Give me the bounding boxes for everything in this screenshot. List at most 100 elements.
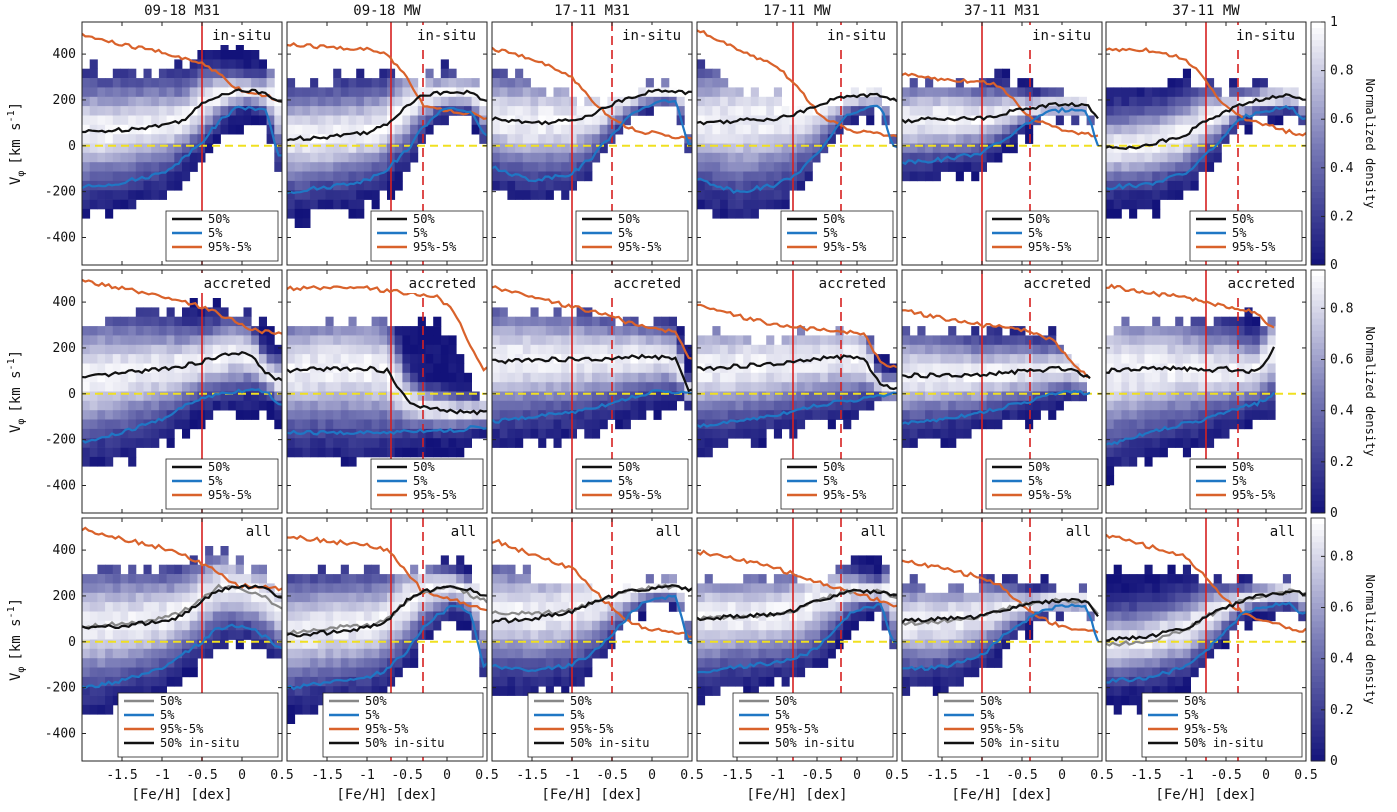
density-cell bbox=[925, 676, 934, 687]
density-cell bbox=[873, 87, 882, 98]
density-cell bbox=[1032, 363, 1041, 374]
density-cell bbox=[781, 630, 790, 640]
density-cell bbox=[948, 87, 957, 98]
density-cell bbox=[1113, 190, 1122, 200]
density-cell bbox=[151, 410, 160, 420]
density-cell bbox=[143, 428, 152, 439]
density-cell bbox=[112, 667, 121, 678]
density-cell bbox=[143, 602, 152, 612]
density-cell bbox=[599, 124, 608, 135]
density-cell bbox=[1009, 583, 1018, 594]
density-cell bbox=[530, 124, 539, 135]
density-cell bbox=[120, 106, 129, 116]
density-cell bbox=[379, 648, 388, 659]
density-cell bbox=[410, 410, 419, 420]
density-cell bbox=[287, 714, 296, 724]
density-cell bbox=[1040, 87, 1049, 98]
density-cell bbox=[499, 583, 508, 594]
density-cell bbox=[317, 115, 326, 126]
density-cell bbox=[333, 620, 342, 631]
density-cell bbox=[781, 676, 790, 687]
density-cell bbox=[1071, 363, 1080, 374]
density-cell bbox=[743, 180, 752, 191]
density-cell bbox=[379, 180, 388, 191]
legend: 50%5%95%-5% bbox=[165, 458, 279, 510]
density-cell bbox=[228, 363, 237, 374]
density-cell bbox=[325, 344, 334, 355]
density-cell bbox=[1121, 456, 1130, 467]
density-cell bbox=[89, 630, 98, 640]
density-cell bbox=[182, 630, 191, 640]
density-cell bbox=[827, 372, 836, 383]
density-cell bbox=[994, 400, 1003, 411]
density-cell bbox=[940, 686, 949, 696]
density-cell bbox=[333, 648, 342, 659]
density-cell bbox=[379, 611, 388, 622]
density-cell bbox=[258, 564, 267, 575]
density-cell bbox=[325, 326, 334, 336]
density-cell bbox=[727, 630, 736, 640]
density-cell bbox=[174, 592, 183, 603]
density-cell bbox=[1025, 391, 1034, 402]
density-cell bbox=[735, 592, 744, 603]
density-cell bbox=[1136, 152, 1145, 163]
density-cell bbox=[456, 592, 465, 603]
density-cell bbox=[128, 400, 137, 411]
density-cell bbox=[917, 611, 926, 622]
density-cell bbox=[720, 124, 729, 135]
density-cell bbox=[182, 143, 191, 154]
density-cell bbox=[553, 87, 562, 98]
legend: 50%5%95%-5% bbox=[780, 458, 894, 510]
density-cell bbox=[758, 592, 767, 603]
density-cell bbox=[356, 335, 365, 346]
density-cell bbox=[902, 686, 911, 696]
density-cell bbox=[135, 354, 144, 364]
density-cell bbox=[1182, 162, 1191, 172]
density-cell bbox=[971, 602, 980, 612]
density-cell bbox=[371, 326, 380, 336]
density-cell bbox=[189, 583, 198, 594]
density-cell bbox=[568, 326, 577, 336]
density-cell bbox=[553, 363, 562, 374]
panel-frame bbox=[696, 269, 898, 514]
density-cell bbox=[128, 658, 137, 668]
density-cell bbox=[302, 620, 311, 631]
density-cell bbox=[925, 667, 934, 678]
density-cell bbox=[1144, 143, 1153, 154]
legend-label: 50% in-situ bbox=[570, 736, 649, 750]
density-cell bbox=[889, 134, 897, 144]
density-cell bbox=[986, 639, 995, 650]
density-cell bbox=[850, 335, 859, 346]
density-heatmap bbox=[287, 518, 487, 761]
density-cell bbox=[266, 620, 275, 631]
density-cell bbox=[189, 592, 198, 603]
density-cell bbox=[1017, 344, 1026, 355]
density-cell bbox=[182, 106, 191, 116]
density-cell bbox=[781, 592, 790, 603]
density-cell bbox=[917, 658, 926, 668]
density-cell bbox=[158, 372, 167, 383]
density-cell bbox=[835, 335, 844, 346]
density-cell bbox=[158, 658, 167, 668]
density-cell bbox=[720, 87, 729, 98]
density-cell bbox=[417, 438, 426, 448]
density-cell bbox=[530, 428, 539, 439]
density-cell bbox=[356, 391, 365, 402]
density-cell bbox=[697, 162, 706, 172]
density-cell bbox=[417, 447, 426, 458]
density-cell bbox=[251, 410, 260, 420]
density-cell bbox=[1182, 106, 1191, 116]
density-cell bbox=[704, 639, 713, 650]
density-cell bbox=[440, 382, 449, 392]
density-cell bbox=[568, 410, 577, 420]
density-cell bbox=[325, 143, 334, 154]
density-cell bbox=[1121, 326, 1130, 336]
density-cell bbox=[135, 583, 144, 594]
density-cell bbox=[158, 162, 167, 172]
density-cell bbox=[804, 620, 813, 631]
density-cell bbox=[820, 410, 829, 420]
density-cell bbox=[638, 344, 647, 355]
density-cell bbox=[294, 372, 303, 383]
density-heatmap bbox=[287, 22, 487, 265]
density-cell bbox=[750, 438, 759, 448]
